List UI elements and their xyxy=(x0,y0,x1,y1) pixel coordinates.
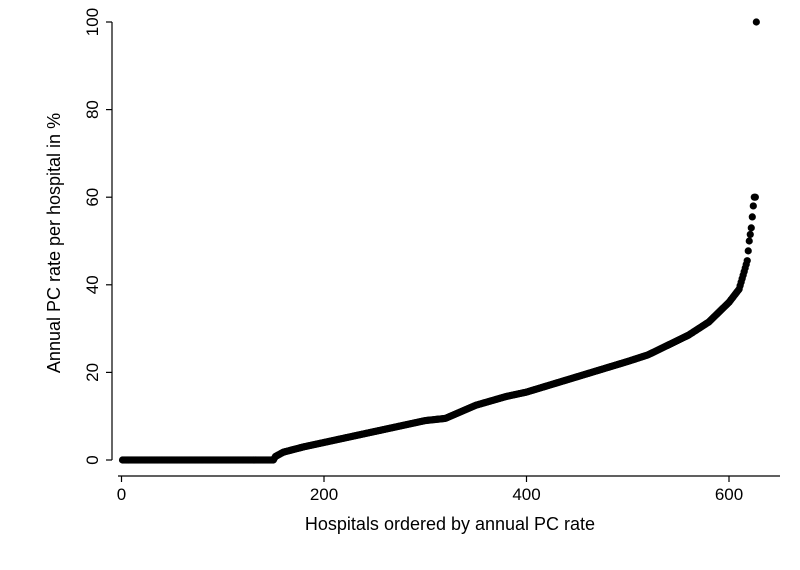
y-tick-label: 0 xyxy=(83,455,102,464)
axes xyxy=(111,22,780,477)
data-point xyxy=(752,18,760,26)
x-tick-label: 600 xyxy=(715,485,743,504)
data-point xyxy=(745,237,753,245)
y-tick-label: 80 xyxy=(83,100,102,119)
data-point xyxy=(749,202,757,210)
data-point xyxy=(748,213,756,221)
data-point xyxy=(744,247,752,255)
y-tick-label: 40 xyxy=(83,275,102,294)
data-point xyxy=(747,224,755,232)
y-tick-label: 100 xyxy=(83,8,102,36)
data-point xyxy=(743,257,751,265)
data-point xyxy=(746,230,754,239)
x-tick-label: 0 xyxy=(117,485,126,504)
data-point xyxy=(751,193,759,201)
x-tick-label: 400 xyxy=(512,485,540,504)
x-tick-label: 200 xyxy=(310,485,338,504)
y-tick-label: 20 xyxy=(83,363,102,382)
x-axis-title: Hospitals ordered by annual PC rate xyxy=(305,514,595,534)
data-points xyxy=(118,18,760,464)
x-ticks: 0 200 400 600 xyxy=(117,476,743,504)
y-axis-title: Annual PC rate per hospital in % xyxy=(44,113,64,373)
y-ticks: 0 20 40 60 80 100 xyxy=(83,8,112,465)
y-tick-label: 60 xyxy=(83,188,102,207)
